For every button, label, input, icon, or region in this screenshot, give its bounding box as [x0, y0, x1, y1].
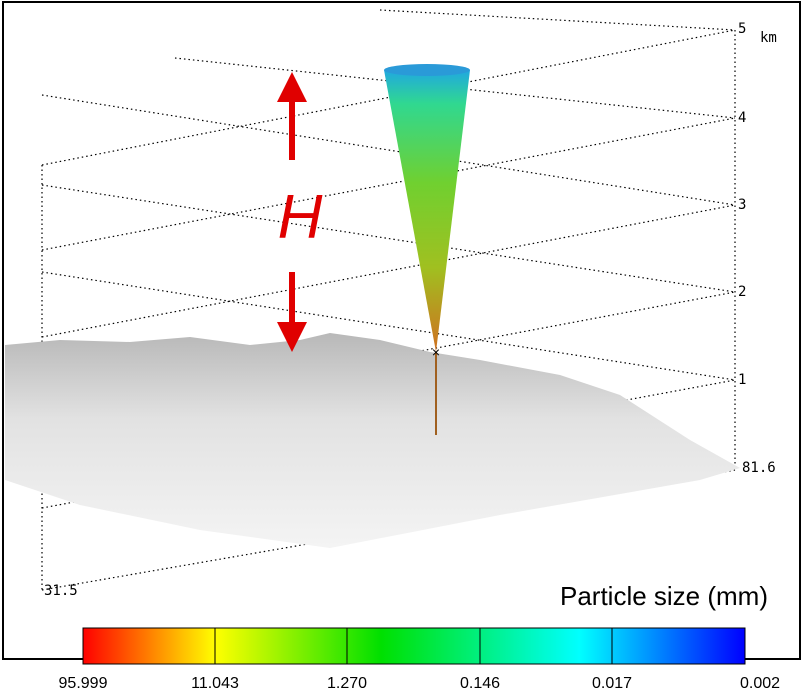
corner-label: 31.5 [44, 583, 78, 599]
colorbar-title: Particle size (mm) [560, 581, 768, 611]
colorbar-label: 0.002 [740, 675, 780, 692]
height-label: 3 [738, 197, 746, 213]
colorbar-dividers [214, 628, 613, 664]
vent-marker: × [432, 344, 440, 360]
height-annotation: H [278, 183, 323, 252]
height-label: 1 [738, 372, 746, 388]
height-label: 4 [738, 110, 746, 126]
colorbar [82, 627, 746, 665]
colorbar-label: 1.270 [327, 675, 367, 692]
plume [384, 70, 470, 352]
corner-label: 81.6 [742, 460, 776, 476]
terrain [5, 333, 740, 548]
colorbar-label: 95.999 [59, 675, 108, 692]
colorbar-label: 11.043 [191, 675, 239, 692]
plume-top [384, 64, 470, 76]
axis-unit: km [760, 30, 777, 46]
height-label: 2 [738, 284, 746, 300]
height-arrows [277, 72, 307, 352]
colorbar-label: 0.017 [592, 675, 632, 692]
colorbar-label: 0.146 [460, 675, 500, 692]
height-label: 5 [738, 21, 746, 37]
